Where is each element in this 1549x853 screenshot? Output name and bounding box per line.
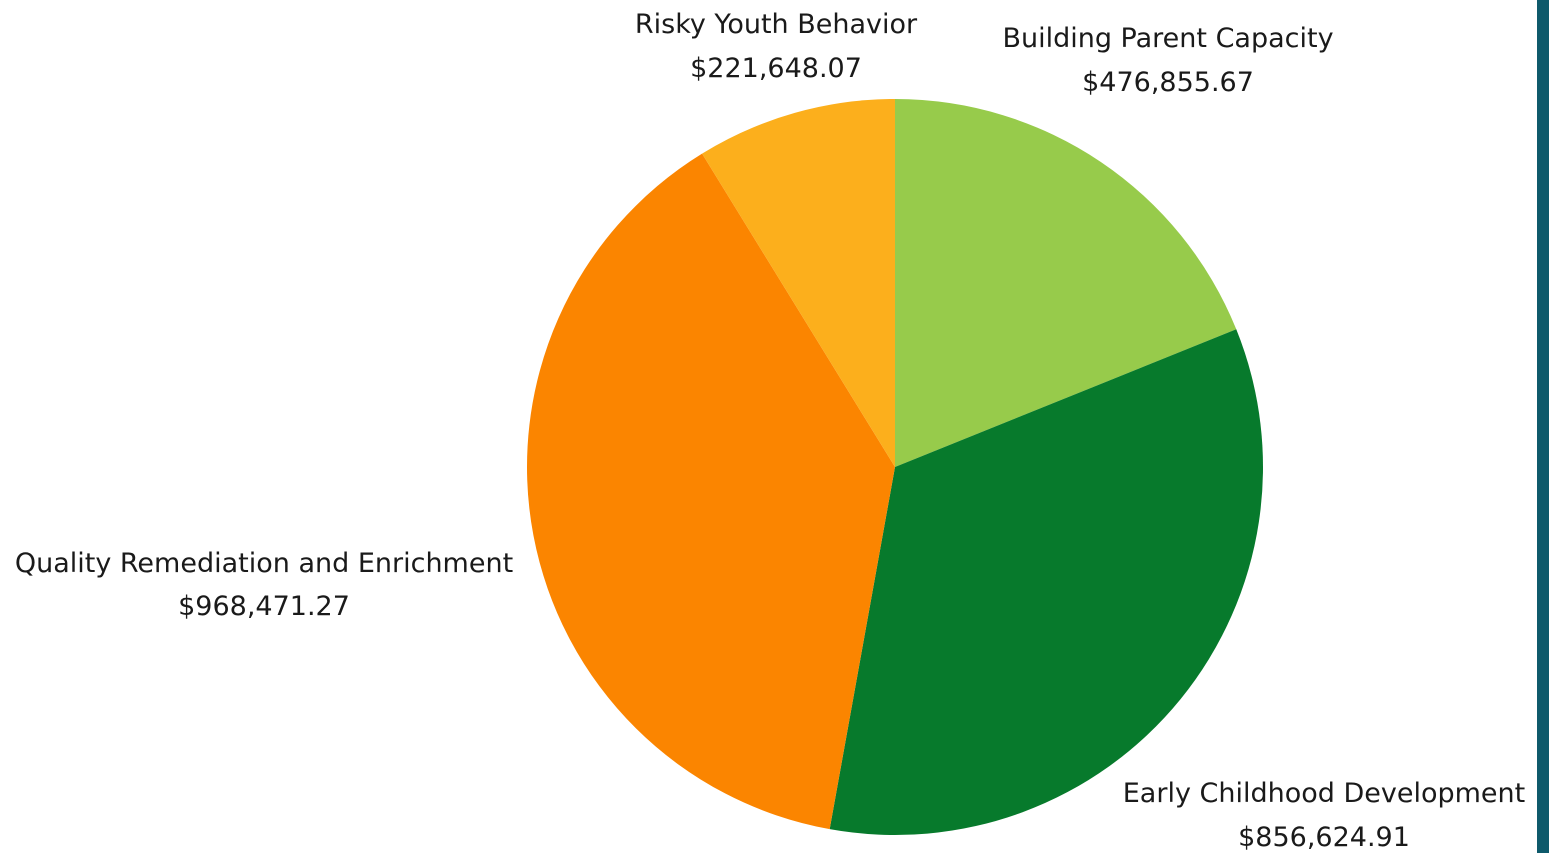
slice-risky-youth-behavior [702,99,895,467]
slice-label-building-parent-capacity: Building Parent Capacity [1002,23,1333,54]
slice-label-early-childhood-development: Early Childhood Development [1123,778,1526,809]
slice-label-quality-remediation: Quality Remediation and Enrichment [15,548,513,579]
label-risky-youth-behavior: Risky Youth Behavior $221,648.07 [635,9,918,84]
slice-value-quality-remediation: $968,471.27 [178,591,350,622]
slice-building-parent-capacity [895,99,1237,467]
label-quality-remediation: Quality Remediation and Enrichment $968,… [15,548,513,622]
slice-value-building-parent-capacity: $476,855.67 [1082,67,1254,98]
slice-label-risky-youth-behavior: Risky Youth Behavior [635,9,918,40]
right-edge-bar [1537,0,1549,853]
slice-value-early-childhood-development: $856,624.91 [1238,822,1410,853]
slice-early-childhood-development [829,329,1263,835]
label-early-childhood-development: Early Childhood Development $856,624.91 [1123,778,1526,853]
slice-value-risky-youth-behavior: $221,648.07 [690,53,862,84]
pie-slices [526,99,1263,835]
slice-quality-remediation [526,153,895,830]
label-building-parent-capacity: Building Parent Capacity $476,855.67 [1002,23,1333,98]
